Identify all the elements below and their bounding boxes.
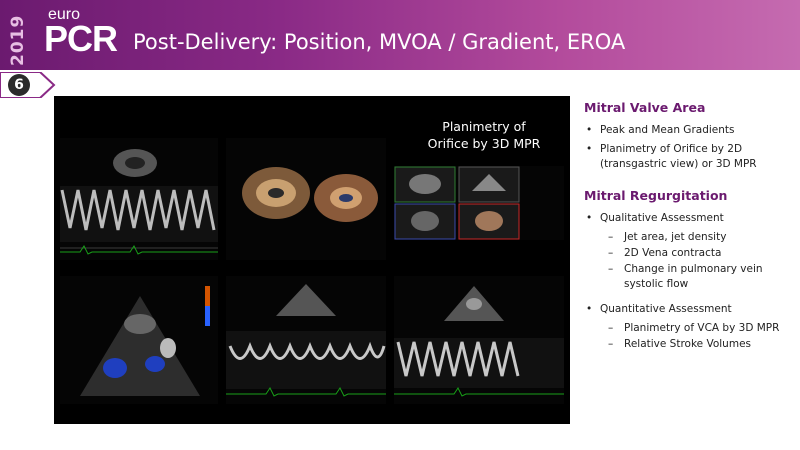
content-column: Mitral Valve Area Peak and Mean Gradient… [584,100,794,353]
echo-image-doppler-3 [394,276,564,404]
sub-bullet-pulmonary-vein: Change in pulmonary vein systolic flow [584,262,794,292]
echo-image-color-doppler-graphic [60,276,218,404]
echo-image-doppler-2-graphic [226,276,386,404]
echo-image-3d-valve [226,138,386,260]
slide-number: 6 [8,74,30,96]
sub-bullet-jet-area: Jet area, jet density [584,230,794,245]
bullet-planimetry-orifice: Planimetry of Orifice by 2D (transgastri… [584,142,794,172]
bullet-peak-mean-gradients: Peak and Mean Gradients [584,123,794,138]
echo-image-doppler-3-graphic [394,276,564,404]
sub-bullet-planimetry-vca: Planimetry of VCA by 3D MPR [584,321,794,336]
echo-image-3d-mpr [394,166,564,240]
image-caption-line1: Planimetry of [442,119,526,134]
conference-year: 2019 [8,14,28,66]
echo-image-doppler-2 [226,276,386,404]
sub-bullet-relative-stroke-volumes: Relative Stroke Volumes [584,337,794,352]
sub-bullet-vena-contracta: 2D Vena contracta [584,246,794,261]
echo-image-color-doppler [60,276,218,404]
echo-image-panel [54,96,570,424]
echo-image-3d-valve-graphic [226,138,386,260]
slide-number-tab: 6 [0,72,56,98]
echo-image-doppler-1-graphic [60,138,218,260]
bullet-qualitative-assessment: Qualitative Assessment [584,211,794,226]
logo-euro-text: euro [48,6,81,23]
echo-image-3d-mpr-graphic [394,166,564,240]
header-banner: 2019 euro PCR Post-Delivery: Position, M… [0,0,800,70]
image-caption: Planimetry of Orifice by 3D MPR [400,118,568,152]
slide-title: Post-Delivery: Position, MVOA / Gradient… [133,30,626,54]
section-title-mitral-regurgitation: Mitral Regurgitation [584,188,728,203]
section-title-mitral-valve-area: Mitral Valve Area [584,100,706,115]
image-caption-line2: Orifice by 3D MPR [427,136,541,151]
logo-pcr-text: PCR [44,18,118,59]
echo-image-doppler-1 [60,138,218,260]
bullet-quantitative-assessment: Quantitative Assessment [584,302,794,317]
